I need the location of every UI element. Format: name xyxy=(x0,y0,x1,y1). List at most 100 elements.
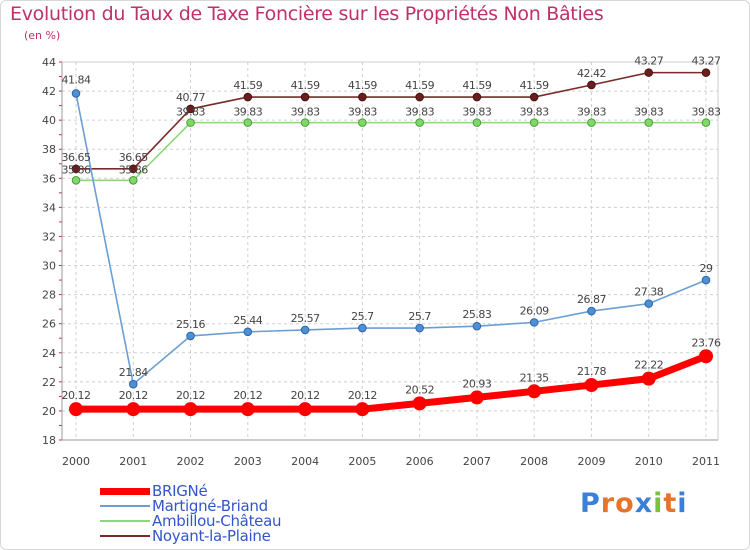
data-point-brign- xyxy=(584,378,599,393)
data-label-noyant-la-plaine: 41.59 xyxy=(520,79,549,92)
chart-unit: (en %) xyxy=(24,29,61,42)
x-tick-label: 2004 xyxy=(291,455,319,468)
x-tick-label: 2001 xyxy=(119,455,147,468)
data-point-noyant-la-plaine xyxy=(415,92,424,102)
data-label-brign-: 20.12 xyxy=(348,389,377,402)
data-point-martign-briand xyxy=(644,299,654,308)
logo-letter: t xyxy=(663,488,678,519)
data-point-brign- xyxy=(412,396,427,411)
data-point-ambillou-ch-teau xyxy=(644,118,654,127)
legend-label: BRIGNé xyxy=(152,482,208,500)
data-point-brign- xyxy=(641,371,656,386)
data-label-ambillou-ch-teau: 39.83 xyxy=(233,106,262,119)
y-tick-label: 36 xyxy=(42,172,56,185)
y-tick-label: 18 xyxy=(42,434,56,447)
data-point-ambillou-ch-teau xyxy=(415,118,424,127)
data-point-noyant-la-plaine xyxy=(300,92,310,102)
logo-letter: i xyxy=(677,488,688,519)
x-tick-label: 2006 xyxy=(406,455,434,468)
series-line-ambillou-ch-teau xyxy=(75,121,707,182)
data-point-brign- xyxy=(469,390,484,405)
data-point-ambillou-ch-teau xyxy=(300,118,310,127)
data-label-brign-: 22.22 xyxy=(634,359,663,372)
series-line-noyant-la-plaine xyxy=(75,71,707,170)
data-label-martign-briand: 27.38 xyxy=(634,286,663,299)
data-label-martign-briand: 26.87 xyxy=(577,293,606,306)
data-label-martign-briand: 25.16 xyxy=(176,318,205,331)
x-tick-label: 2005 xyxy=(348,455,376,468)
data-label-ambillou-ch-teau: 39.83 xyxy=(348,106,377,119)
data-label-martign-briand: 25.57 xyxy=(291,312,320,325)
data-label-brign-: 20.12 xyxy=(176,389,205,402)
data-label-martign-briand: 21.84 xyxy=(119,366,148,379)
data-label-martign-briand: 26.09 xyxy=(520,304,549,317)
logo-letter: P xyxy=(580,488,601,519)
data-point-ambillou-ch-teau xyxy=(529,118,539,127)
data-label-ambillou-ch-teau: 39.83 xyxy=(634,106,663,119)
data-label-noyant-la-plaine: 43.27 xyxy=(692,55,721,68)
data-label-noyant-la-plaine: 36.65 xyxy=(119,151,148,164)
data-label-martign-briand: 25.44 xyxy=(233,314,262,327)
data-label-ambillou-ch-teau: 35.86 xyxy=(62,163,91,176)
data-point-noyant-la-plaine xyxy=(472,92,482,102)
x-tick-label: 2000 xyxy=(62,455,90,468)
data-point-ambillou-ch-teau xyxy=(701,118,711,127)
data-label-martign-briand: 25.7 xyxy=(351,310,374,323)
data-label-martign-briand: 25.83 xyxy=(462,308,491,321)
logo-letter: o xyxy=(615,488,635,519)
data-point-martign-briand xyxy=(71,89,81,98)
data-point-martign-briand xyxy=(587,306,596,316)
legend-item: BRIGNé xyxy=(100,482,340,500)
data-label-brign-: 20.12 xyxy=(119,389,148,402)
legend-label: Ambillou-Château xyxy=(152,512,282,530)
data-point-noyant-la-plaine xyxy=(243,92,253,102)
data-point-martign-briand xyxy=(529,318,539,327)
data-label-brign-: 20.12 xyxy=(233,389,262,402)
data-label-brign-: 20.12 xyxy=(62,389,91,402)
data-label-brign-: 21.78 xyxy=(577,365,606,378)
y-tick-label: 40 xyxy=(42,114,56,127)
series-line-martign-briand xyxy=(75,92,707,385)
data-label-ambillou-ch-teau: 35.86 xyxy=(119,163,148,176)
data-label-noyant-la-plaine: 41.59 xyxy=(462,79,491,92)
data-label-noyant-la-plaine: 41.59 xyxy=(233,79,262,92)
data-label-noyant-la-plaine: 41.59 xyxy=(291,79,320,92)
data-point-martign-briand xyxy=(701,275,711,285)
logo-letter: i xyxy=(653,488,664,519)
plot-area xyxy=(62,62,718,440)
data-point-brign- xyxy=(240,402,255,417)
logo-letter: r xyxy=(600,488,616,519)
data-point-ambillou-ch-teau xyxy=(587,118,596,127)
data-point-noyant-la-plaine xyxy=(644,68,654,77)
chart-title: Evolution du Taux de Taxe Foncière sur l… xyxy=(10,3,604,25)
data-point-noyant-la-plaine xyxy=(71,164,81,174)
data-point-brign- xyxy=(183,402,198,417)
data-point-brign- xyxy=(527,384,542,399)
data-point-brign- xyxy=(298,402,313,417)
series-line-brign- xyxy=(72,352,710,413)
x-tick-label: 2002 xyxy=(177,455,205,468)
data-label-brign-: 20.93 xyxy=(462,377,491,390)
data-label-noyant-la-plaine: 42.42 xyxy=(577,67,606,80)
data-point-noyant-la-plaine xyxy=(701,68,711,77)
legend-item: Martigné-Briand xyxy=(100,497,340,515)
data-label-ambillou-ch-teau: 39.83 xyxy=(520,106,549,119)
y-tick-label: 38 xyxy=(42,143,56,156)
data-label-brign-: 20.12 xyxy=(291,389,320,402)
data-point-brign- xyxy=(69,402,83,417)
data-label-martign-briand: 41.84 xyxy=(62,73,91,86)
data-label-brign-: 23.76 xyxy=(692,336,721,349)
data-point-brign- xyxy=(355,402,370,417)
data-point-ambillou-ch-teau xyxy=(472,118,482,127)
legend-item: Noyant-la-Plaine xyxy=(100,527,340,545)
y-tick-label: 32 xyxy=(42,230,56,243)
data-point-martign-briand xyxy=(186,331,195,341)
x-tick-label: 2007 xyxy=(463,455,491,468)
data-label-ambillou-ch-teau: 39.83 xyxy=(462,106,491,119)
data-label-ambillou-ch-teau: 39.83 xyxy=(291,106,320,119)
data-point-martign-briand xyxy=(243,327,253,337)
proxiti-logo: Proxiti xyxy=(580,488,688,519)
x-tick-label: 2003 xyxy=(234,455,262,468)
data-label-ambillou-ch-teau: 39.83 xyxy=(176,106,205,119)
